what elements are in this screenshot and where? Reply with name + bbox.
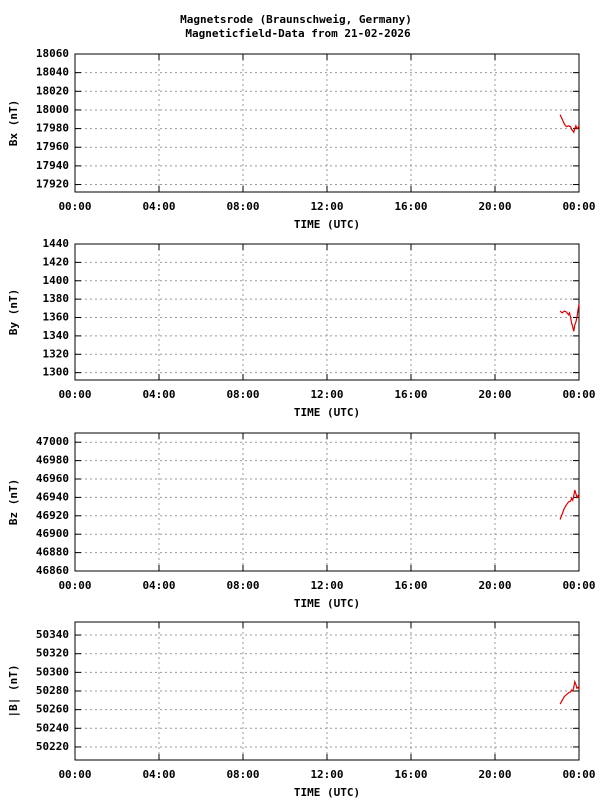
x-tick-label: 08:00	[226, 579, 259, 592]
y-tick-label: 46980	[36, 454, 69, 467]
y-tick-label: 1300	[43, 366, 70, 379]
y-tick-label: 46880	[36, 546, 69, 559]
y-tick-label: 18000	[36, 103, 69, 116]
y-tick-label: 17960	[36, 140, 69, 153]
y-tick-label: 1380	[43, 292, 70, 305]
plot-frame	[74, 621, 580, 761]
x-tick-label: 12:00	[310, 579, 343, 592]
data-line	[559, 679, 580, 705]
y-axis-label: |B| (nT)	[7, 665, 20, 718]
y-axis-label: Bz (nT)	[7, 479, 20, 525]
data-line	[559, 303, 580, 332]
y-tick-label: 46860	[36, 564, 69, 577]
x-tick-label: 20:00	[478, 388, 511, 401]
x-tick-label: 00:00	[562, 388, 595, 401]
x-tick-label: 00:00	[58, 579, 91, 592]
y-tick-label: 1360	[43, 311, 70, 324]
y-tick-label: 18020	[36, 84, 69, 97]
y-tick-label: 46960	[36, 472, 69, 485]
plot-frame	[74, 432, 580, 572]
y-tick-label: 1420	[43, 255, 70, 268]
x-axis-label: TIME (UTC)	[294, 597, 360, 610]
plot-frame	[74, 53, 580, 193]
y-tick-label: 1400	[43, 274, 70, 287]
x-tick-label: 16:00	[394, 388, 427, 401]
x-tick-label: 20:00	[478, 768, 511, 781]
x-tick-label: 00:00	[562, 579, 595, 592]
x-tick-label: 12:00	[310, 388, 343, 401]
x-tick-label: 08:00	[226, 768, 259, 781]
y-tick-label: 1440	[43, 237, 70, 250]
y-tick-label: 46900	[36, 527, 69, 540]
y-tick-label: 1340	[43, 329, 70, 342]
y-tick-label: 47000	[36, 435, 69, 448]
x-tick-label: 08:00	[226, 388, 259, 401]
x-tick-label: 16:00	[394, 579, 427, 592]
y-axis-label: By (nT)	[7, 289, 20, 335]
y-tick-label: 17980	[36, 122, 69, 135]
title-line: Magneticfield-Data from 21-02-2026	[185, 27, 411, 40]
y-axis-label: Bx (nT)	[7, 100, 20, 146]
x-tick-label: 04:00	[142, 579, 175, 592]
x-tick-label: 00:00	[58, 200, 91, 213]
x-tick-label: 04:00	[142, 200, 175, 213]
data-line	[559, 114, 580, 134]
x-tick-label: 12:00	[310, 200, 343, 213]
x-tick-label: 20:00	[478, 579, 511, 592]
x-tick-label: 00:00	[58, 388, 91, 401]
x-tick-label: 00:00	[58, 768, 91, 781]
y-tick-label: 46940	[36, 490, 69, 503]
y-tick-label: 50300	[36, 665, 69, 678]
x-axis-label: TIME (UTC)	[294, 406, 360, 419]
y-tick-label: 50340	[36, 628, 69, 641]
y-tick-label: 50320	[36, 647, 69, 660]
x-tick-label: 12:00	[310, 768, 343, 781]
y-tick-label: 50280	[36, 684, 69, 697]
x-tick-label: 04:00	[142, 388, 175, 401]
y-tick-label: 50220	[36, 740, 69, 753]
y-tick-label: 17920	[36, 178, 69, 191]
y-tick-label: 18040	[36, 66, 69, 79]
y-tick-label: 17940	[36, 159, 69, 172]
x-axis-label: TIME (UTC)	[294, 218, 360, 231]
x-tick-label: 20:00	[478, 200, 511, 213]
y-tick-label: 18060	[36, 47, 69, 60]
x-tick-label: 00:00	[562, 768, 595, 781]
plot-frame	[74, 243, 580, 381]
y-tick-label: 46920	[36, 509, 69, 522]
x-tick-label: 04:00	[142, 768, 175, 781]
y-tick-label: 50240	[36, 721, 69, 734]
data-line	[559, 489, 580, 520]
x-tick-label: 16:00	[394, 200, 427, 213]
x-tick-label: 08:00	[226, 200, 259, 213]
x-tick-label: 16:00	[394, 768, 427, 781]
x-axis-label: TIME (UTC)	[294, 786, 360, 799]
title-line: Magnetsrode (Braunschweig, Germany)	[180, 13, 412, 26]
x-tick-label: 00:00	[562, 200, 595, 213]
y-tick-label: 1320	[43, 347, 70, 360]
y-tick-label: 50260	[36, 703, 69, 716]
